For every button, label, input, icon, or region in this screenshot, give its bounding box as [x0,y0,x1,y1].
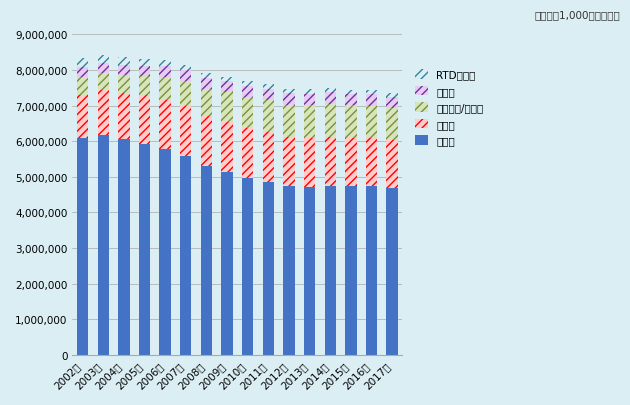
Bar [180,66,192,70]
Bar [304,139,315,188]
Bar [139,96,150,144]
Bar [77,78,88,96]
Bar [366,107,377,139]
Bar [221,173,232,355]
Bar [242,179,253,355]
Bar [118,66,130,76]
Bar [386,141,398,189]
Bar [159,149,171,355]
Bar [386,97,398,109]
Bar [118,94,130,139]
Bar [201,116,212,166]
Bar [77,139,88,355]
Bar [263,85,274,90]
Bar [304,90,315,94]
Bar [284,94,295,105]
Bar [263,101,274,133]
Bar [98,74,109,91]
Bar [366,139,377,187]
Legend: RTD酒など, 蒸留酒, サイダー/ベリー, ワイン, ビール: RTD酒など, 蒸留酒, サイダー/ベリー, ワイン, ビール [411,66,488,150]
Bar [139,144,150,355]
Bar [242,98,253,128]
Bar [159,61,171,66]
Bar [304,106,315,139]
Bar [242,82,253,87]
Bar [77,68,88,78]
Bar [221,77,232,82]
Bar [201,90,212,116]
Bar [242,87,253,98]
Bar [77,59,88,68]
Bar [345,90,357,94]
Bar [284,187,295,355]
Text: （単位：1,000リットル）: （単位：1,000リットル） [535,10,621,20]
Bar [221,122,232,173]
Bar [366,91,377,95]
Bar [118,58,130,66]
Bar [284,89,295,94]
Bar [263,182,274,355]
Bar [284,138,295,187]
Bar [201,74,212,79]
Bar [77,96,88,139]
Bar [221,93,232,122]
Bar [386,94,398,97]
Bar [345,106,357,139]
Bar [345,139,357,187]
Bar [180,81,192,107]
Bar [263,133,274,182]
Bar [345,94,357,106]
Bar [98,55,109,64]
Bar [345,187,357,355]
Bar [386,189,398,355]
Bar [159,77,171,100]
Bar [304,188,315,355]
Bar [98,135,109,355]
Bar [98,64,109,74]
Bar [324,138,336,186]
Bar [386,109,398,141]
Bar [180,70,192,81]
Bar [180,157,192,355]
Bar [139,60,150,66]
Bar [159,66,171,77]
Bar [180,107,192,157]
Bar [366,95,377,107]
Bar [242,128,253,179]
Bar [324,104,336,138]
Bar [139,77,150,96]
Bar [284,105,295,138]
Bar [366,187,377,355]
Bar [304,94,315,106]
Bar [118,76,130,94]
Bar [324,89,336,93]
Bar [324,93,336,104]
Bar [324,186,336,355]
Bar [139,66,150,77]
Bar [221,82,232,93]
Bar [159,100,171,149]
Bar [98,91,109,135]
Bar [201,79,212,90]
Bar [118,139,130,355]
Bar [201,166,212,355]
Bar [263,90,274,101]
